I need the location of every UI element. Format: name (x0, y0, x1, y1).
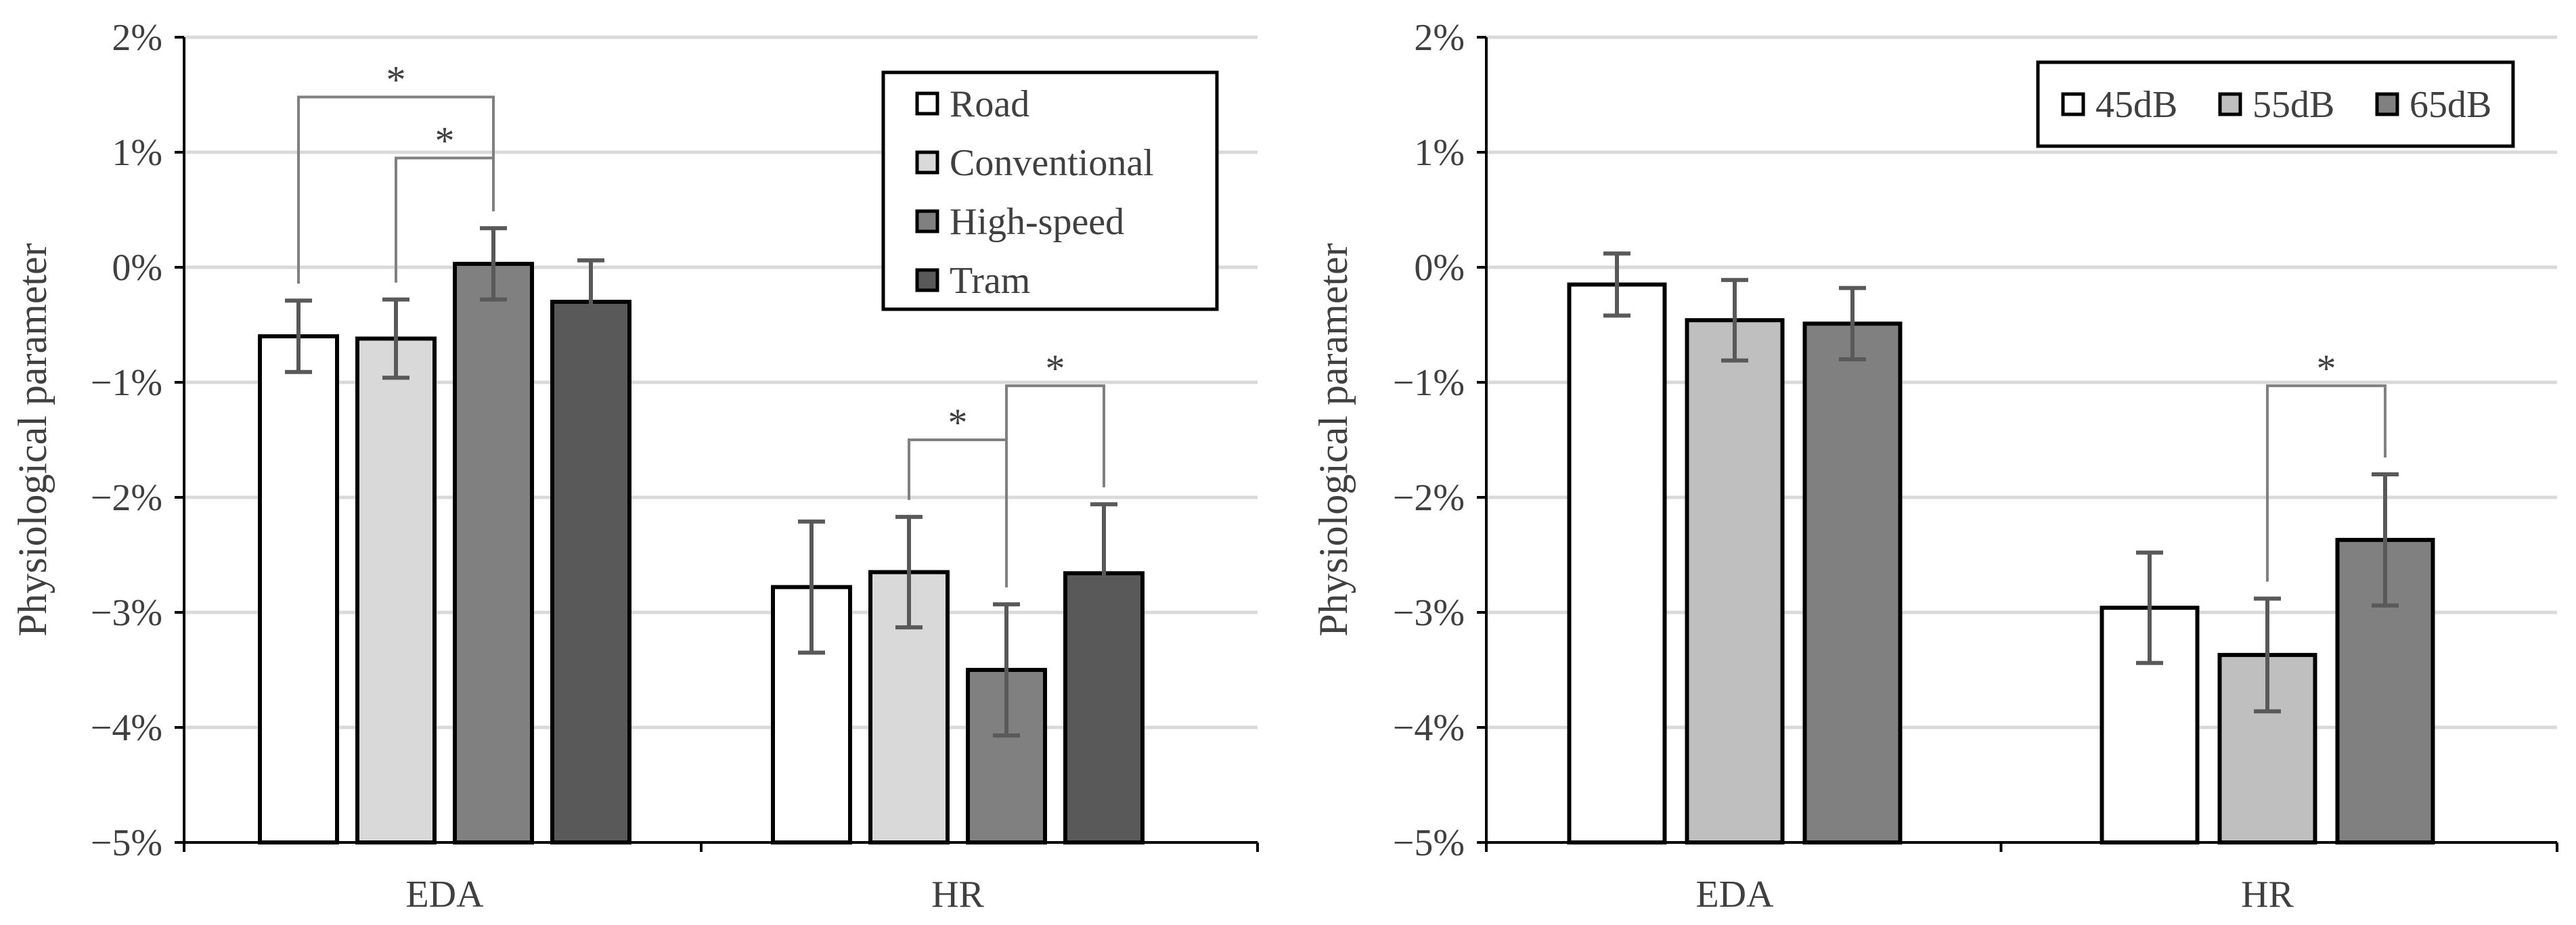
legend-swatch (915, 91, 939, 116)
significance-bracket: * (2266, 346, 2386, 582)
y-tick-label: −5% (1393, 822, 1465, 864)
bar-tram-eda (550, 300, 631, 844)
error-bar (2254, 596, 2281, 714)
legend-swatch (915, 209, 939, 233)
y-axis-label: Physiological parameter (1311, 243, 1356, 637)
legend-label: Road (950, 83, 1029, 125)
legend-label: 65dB (2410, 84, 2491, 126)
legend: Road Conventional High-speed Tram (881, 70, 1219, 311)
legend-swatch (2218, 92, 2242, 116)
bar-road-eda (258, 334, 339, 844)
legend-label: 45dB (2095, 84, 2177, 126)
error-bar (2136, 550, 2163, 665)
legend-swatch (2061, 92, 2085, 116)
y-tick-label: 0% (112, 247, 162, 289)
significance-line (2266, 384, 2386, 582)
bar-65db-eda (1802, 321, 1903, 844)
chart-panel-2: 2% 1% 0% −1% −2% −3% −4% −5% Physiological param… (1311, 17, 2558, 916)
y-tick-label: −3% (91, 592, 162, 634)
significance-line (908, 438, 1008, 588)
bar-tram-hr (1063, 571, 1145, 844)
legend-swatch (915, 268, 939, 292)
y-tick-label: 2% (112, 17, 162, 59)
y-tick-label: −4% (1393, 707, 1465, 749)
x-category-label: HR (2241, 874, 2294, 916)
x-category-label: EDA (405, 874, 484, 916)
significance-line (395, 156, 495, 283)
legend-item: Conventional (915, 142, 1154, 184)
legend-item: Road (915, 83, 1029, 125)
legend: 45dB 55dB 65dB (2036, 60, 2515, 148)
significance-bracket: * (395, 119, 495, 283)
legend-swatch (915, 150, 939, 175)
error-bar (993, 602, 1020, 738)
error-bar (285, 298, 312, 374)
error-bar (382, 297, 409, 380)
legend-label: Tram (950, 260, 1030, 302)
y-tick-label: 1% (112, 132, 162, 174)
legend-label: 55dB (2252, 84, 2334, 126)
legend-box (2036, 60, 2515, 148)
legend-swatch (2375, 92, 2399, 116)
error-bar (577, 258, 604, 346)
legend-item: 45dB (2061, 84, 2177, 126)
legend-label: Conventional (950, 142, 1154, 184)
significance-bracket: * (908, 401, 1008, 588)
legend-item: High-speed (915, 201, 1124, 243)
y-tick-label: 1% (1414, 132, 1465, 174)
significance-line (1005, 384, 1105, 588)
error-bar (1839, 286, 1866, 361)
chart-panel-1: 2% 1% 0% −1% −2% −3% −4% −5% Physiological param… (10, 17, 1259, 916)
error-bar (895, 514, 923, 630)
significance-bracket: * (1005, 346, 1105, 588)
error-bar (2372, 472, 2399, 608)
legend-item: 65dB (2375, 84, 2491, 126)
error-bar (1603, 251, 1630, 318)
y-tick-label: −3% (1393, 592, 1465, 634)
y-tick-label: −1% (91, 362, 162, 404)
legend-item: 55dB (2218, 84, 2334, 126)
bar-high-speed-eda (453, 261, 534, 844)
y-tick-label: −4% (91, 707, 162, 749)
bar-55db-eda (1685, 318, 1785, 844)
legend-item: Tram (915, 260, 1030, 302)
error-bar (480, 226, 507, 302)
y-tick-label: 0% (1414, 247, 1465, 289)
bar-conventional-eda (355, 336, 437, 844)
x-category-label: HR (931, 874, 984, 916)
y-tick-label: 2% (1414, 17, 1465, 59)
bar-45db-eda (1567, 282, 1667, 844)
significance-star: * (2317, 346, 2336, 390)
y-tick-label: −2% (1393, 477, 1465, 519)
y-tick-label: −5% (91, 822, 162, 864)
significance-star: * (386, 58, 406, 101)
y-tick-label: −1% (1393, 362, 1465, 404)
y-axis-label: Physiological parameter (10, 243, 55, 637)
significance-line (297, 95, 495, 284)
error-bar (1090, 502, 1117, 645)
significance-star: * (948, 401, 968, 445)
significance-star: * (435, 119, 455, 163)
significance-bracket: * (297, 58, 495, 284)
x-category-label: EDA (1695, 874, 1774, 916)
legend-label: High-speed (950, 201, 1124, 243)
significance-star: * (1046, 346, 1065, 390)
error-bar (798, 519, 825, 655)
error-bar (1721, 277, 1748, 363)
y-tick-label: −2% (91, 477, 162, 519)
